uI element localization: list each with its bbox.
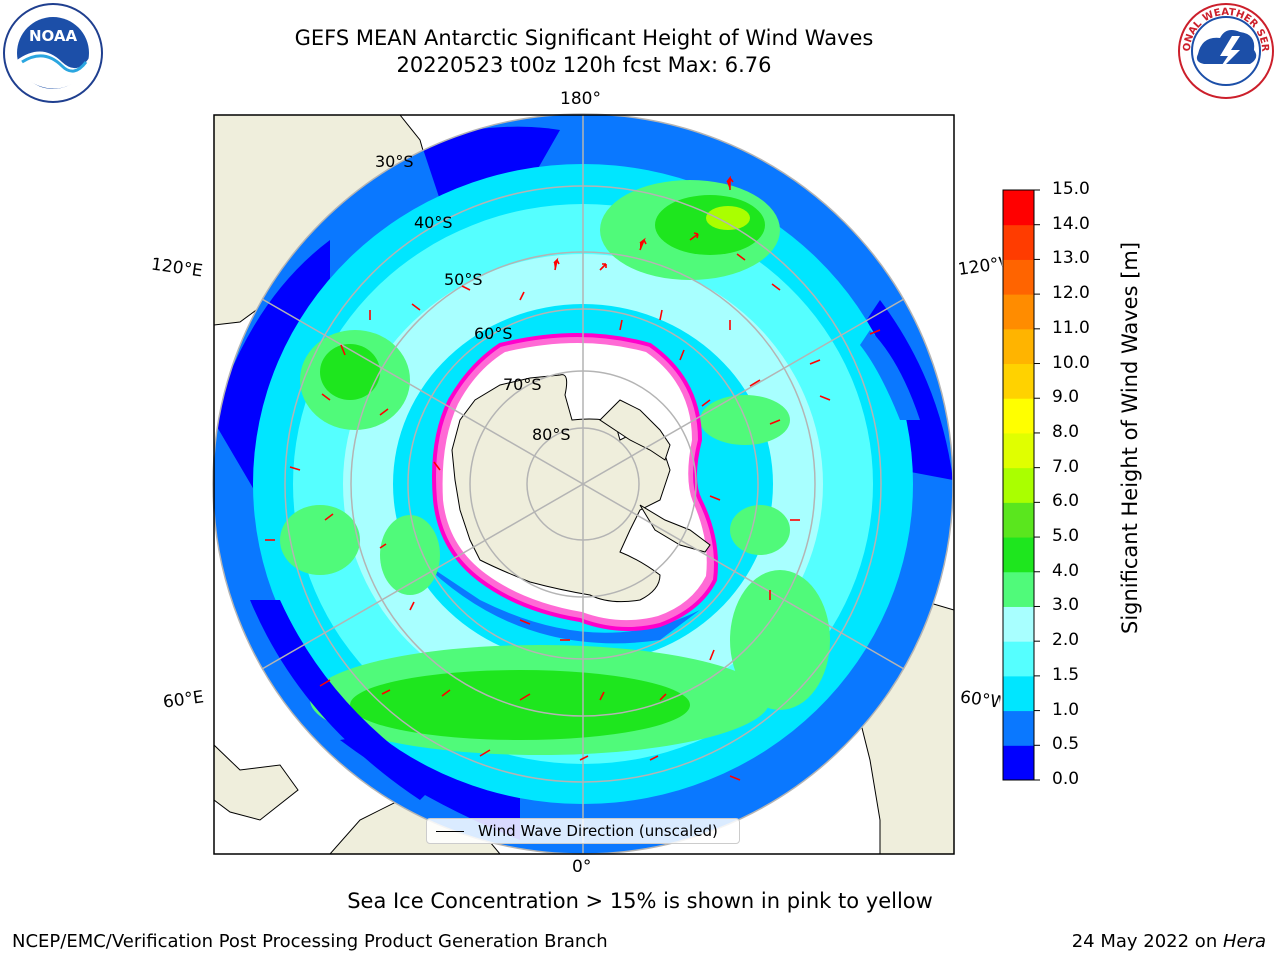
land-antarctica: [451, 374, 671, 603]
colorbar-segment: [1003, 398, 1034, 434]
colorbar-tick-label: 13.0: [1052, 248, 1090, 269]
colorbar-tick-label: 8.0: [1052, 421, 1080, 442]
lat-label-80s: 80°S: [532, 425, 571, 444]
nws-logo: NATIONAL WEATHER SERVICE: [1176, 2, 1274, 99]
colorbar-segment: [1003, 710, 1034, 746]
footer-date: 24 May 2022 on Hera: [1072, 931, 1266, 952]
colorbar-segment: [1003, 537, 1034, 573]
colorbar-segment: [1003, 363, 1034, 399]
colorbar-tick-label: 0.0: [1052, 769, 1080, 789]
colorbar-tick-label: 12.0: [1052, 283, 1090, 304]
lat-label-30s: 30°S: [375, 152, 414, 171]
colorbar-segment: [1003, 328, 1034, 365]
colorbar-tick-label: 10.0: [1052, 352, 1090, 373]
legend-label: Wind Wave Direction (unscaled): [478, 822, 718, 840]
footer-credit: NCEP/EMC/Verification Post Processing Pr…: [12, 931, 608, 952]
chart-title-line2: 20220523 t00z 120h fcst Max: 6.76: [396, 53, 772, 77]
colorbar-segment: [1003, 571, 1034, 607]
noaa-logo: NOAA: [3, 3, 103, 103]
lon-label-0: 0°: [572, 857, 592, 877]
land-madagascar: [214, 744, 299, 821]
land-antarctic-peninsula: [639, 504, 711, 553]
chart-title-line1: GEFS MEAN Antarctic Significant Height o…: [294, 26, 874, 50]
colorbar-tick-label: 15.0: [1052, 179, 1090, 199]
map-frame: [213, 114, 955, 855]
colorbar-tick-label: 14.0: [1052, 213, 1090, 234]
lat-label-50s: 50°S: [444, 270, 483, 289]
colorbar-segment: [1003, 294, 1034, 330]
sea-ice-caption: Sea Ice Concentration > 15% is shown in …: [347, 889, 933, 913]
colorbar-label-text: Significant Height of Wind Waves [m]: [1118, 241, 1142, 634]
map-legend: Wind Wave Direction (unscaled): [426, 818, 740, 844]
graticule: [212, 113, 954, 855]
colorbar-tick-label: 4.0: [1052, 560, 1080, 581]
footer-date-text: 24 May 2022 on: [1071, 931, 1223, 952]
colorbar-tick-label: 6.0: [1052, 491, 1080, 512]
lat-label-40s: 40°S: [414, 213, 453, 232]
legend-line-swatch: [436, 831, 464, 832]
colorbar-segment: [1003, 606, 1034, 642]
noaa-logo-text: NOAA: [29, 27, 78, 45]
colorbar-tick-label: 2.0: [1052, 630, 1080, 651]
colorbar-segment: [1003, 675, 1034, 712]
colorbar-tick-label: 5.0: [1052, 526, 1080, 547]
colorbar-segment: [1003, 224, 1034, 260]
colorbar: [1002, 189, 1040, 781]
colorbar-segment: [1003, 467, 1034, 503]
colorbar-tick-label: 0.5: [1052, 734, 1080, 755]
colorbar-tick-label: 9.0: [1052, 387, 1080, 408]
colorbar-tick-label: 1.0: [1052, 699, 1080, 720]
wave-direction-arrows: [265, 175, 881, 781]
colorbar-tick-label: 1.5: [1052, 664, 1080, 685]
lon-label-180: 180°: [560, 89, 601, 109]
colorbar-segment: [1003, 502, 1034, 538]
colorbar-segment: [1003, 745, 1034, 781]
colorbar-tick-label: 3.0: [1052, 595, 1080, 616]
colorbar-segment: [1003, 432, 1034, 469]
colorbar-segment: [1003, 190, 1034, 226]
colorbar-segment: [1003, 641, 1034, 677]
colorbar-tick-label: 11.0: [1052, 317, 1090, 338]
colorbar-tick-label: 7.0: [1052, 456, 1080, 477]
colorbar-segment: [1003, 259, 1034, 295]
colorbar-label: Significant Height of Wind Waves [m]: [1100, 241, 1160, 634]
lat-label-60s: 60°S: [474, 324, 513, 343]
lat-label-70s: 70°S: [503, 375, 542, 394]
footer-machine: Hera: [1222, 931, 1266, 952]
